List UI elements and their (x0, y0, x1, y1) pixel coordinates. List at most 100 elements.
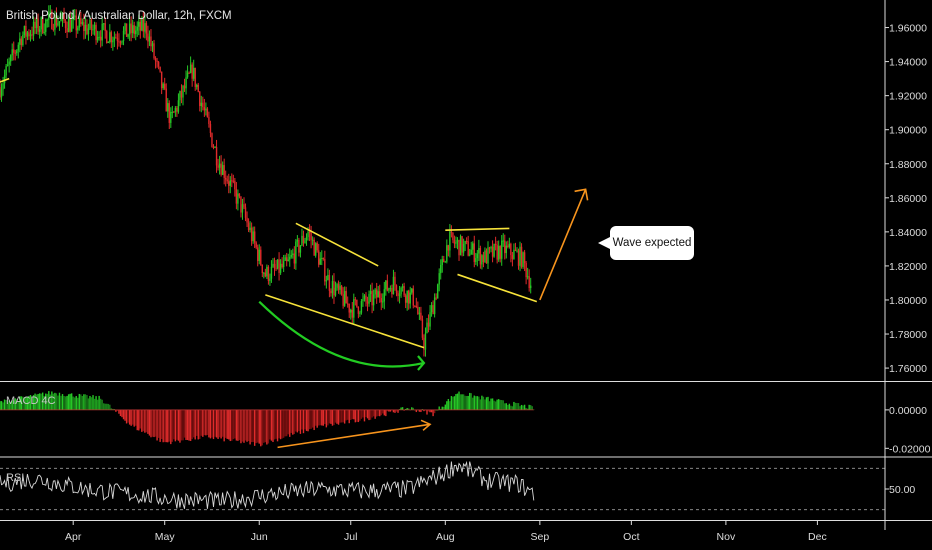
candle-body (231, 180, 233, 182)
candle-body (331, 281, 334, 294)
macd-bar (324, 409, 326, 425)
candle-body (293, 253, 296, 264)
candle-body (530, 285, 532, 289)
candle-body (8, 61, 10, 65)
macd-bar (263, 409, 265, 443)
candle-body (78, 18, 80, 28)
candle-body (192, 67, 195, 79)
candle-body (113, 37, 116, 41)
candle-body (342, 294, 344, 306)
macd-bar (92, 395, 94, 410)
macd-bar (43, 395, 45, 410)
candle-body (247, 222, 250, 230)
candle-body (199, 91, 201, 107)
macd-bar (170, 409, 172, 445)
macd-bar (95, 396, 97, 410)
candle-body (347, 303, 349, 305)
macd-bar (327, 409, 329, 426)
macd-bar (51, 391, 53, 410)
candle-body (34, 21, 36, 29)
macd-bar (501, 400, 503, 410)
macd-bar (86, 395, 88, 410)
candle-body (57, 23, 59, 26)
candle-body (438, 273, 440, 285)
macd-bar (173, 409, 175, 440)
candle-body (119, 42, 122, 44)
macd-bar (28, 395, 30, 410)
macd-bar (167, 409, 169, 443)
candle-body (479, 248, 482, 265)
macd-bar (154, 409, 157, 437)
candle-body (298, 239, 300, 253)
candle-body (243, 204, 245, 208)
macd-bar (208, 409, 210, 438)
candle-body (122, 30, 125, 42)
macd-bar (525, 407, 527, 410)
candle-body (333, 281, 335, 296)
macd-bar (98, 395, 100, 410)
candle-body (150, 36, 152, 47)
macd-bar (192, 409, 195, 438)
y-tick-label: 1.92000 (889, 91, 927, 103)
candle-body (74, 15, 76, 17)
candle-body (87, 28, 90, 35)
macd-bar (482, 396, 485, 410)
candle-body (241, 204, 244, 213)
macd-bar (531, 406, 533, 410)
macd-bar (530, 405, 532, 410)
left-edge-line (0, 77, 10, 83)
candle-body (86, 24, 88, 35)
candle-body (28, 32, 30, 37)
candle-body (144, 23, 146, 32)
wave-expected-callout[interactable]: Wave expected (598, 226, 694, 260)
macd-bar (246, 409, 248, 442)
macd-bar (412, 407, 414, 410)
macd-bar (508, 403, 511, 410)
candle-body (174, 107, 177, 112)
macd-bar (275, 409, 277, 439)
macd-bar (122, 409, 125, 420)
macd-bar (136, 409, 138, 431)
candle-body (43, 31, 45, 33)
macd-bar (244, 409, 247, 441)
macd-bar (368, 409, 370, 421)
candle-body (209, 124, 212, 134)
candle-body (106, 31, 108, 43)
macd-bar (234, 409, 236, 439)
macd-bar (101, 399, 103, 410)
candle-body (414, 305, 416, 307)
x-tick-label: Nov (717, 531, 736, 543)
macd-bar (179, 409, 181, 443)
candle-body (183, 85, 186, 89)
macd-bar (266, 409, 268, 445)
macd-bar (157, 409, 160, 438)
candle-body (46, 19, 48, 21)
macd-bar (42, 392, 44, 410)
macd-bar (523, 404, 526, 410)
candle-body (205, 108, 207, 111)
candle-body (93, 24, 96, 30)
macd-bar (415, 409, 418, 413)
candle-body (221, 165, 224, 175)
candle-body (424, 333, 427, 350)
candle-body (360, 301, 363, 313)
macd-bar (330, 409, 332, 424)
macd-bar (386, 409, 389, 412)
candle-body (61, 13, 64, 19)
macd-bar (458, 391, 460, 410)
candle-body (380, 298, 382, 303)
candle-body (406, 290, 408, 303)
candle-body (475, 258, 477, 262)
macd-bar (507, 404, 509, 410)
candle-body (165, 88, 167, 112)
candle-body (138, 21, 140, 27)
macd-bar (31, 397, 33, 410)
macd-bar (353, 409, 355, 420)
candle-body (81, 22, 84, 24)
macd-bar (359, 409, 361, 421)
macd-bar (38, 393, 41, 410)
candle-body (276, 259, 279, 269)
candle-body (388, 288, 390, 291)
macd-bar (205, 409, 207, 436)
